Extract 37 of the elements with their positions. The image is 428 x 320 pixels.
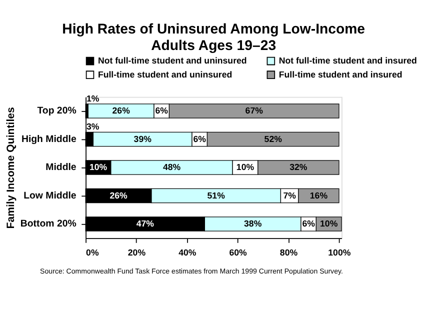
data-label: 52% xyxy=(264,134,282,144)
data-label: 10% xyxy=(236,162,254,172)
data-label: 6% xyxy=(193,134,206,144)
data-label: 38% xyxy=(244,218,262,229)
data-label: 6% xyxy=(302,218,316,229)
x-tick-label: 100% xyxy=(328,247,351,258)
y-tick-label: High Middle xyxy=(21,134,77,145)
data-label: 48% xyxy=(162,162,181,172)
data-label: 1% xyxy=(86,93,100,104)
data-label: 39% xyxy=(134,134,152,144)
x-tick-label: 20% xyxy=(128,247,146,258)
legend-label: Not full-time student and insured xyxy=(278,56,417,66)
data-label: 16% xyxy=(310,190,328,200)
data-label: 67% xyxy=(245,106,264,116)
data-label: 47% xyxy=(136,218,154,229)
legend-label: Full-time student and insured xyxy=(278,69,402,80)
data-label: 26% xyxy=(112,106,130,116)
y-axis-title: Family Income Quintiles xyxy=(5,106,18,229)
legend-label: Not full-time student and uninsured xyxy=(98,56,247,66)
data-label: 3% xyxy=(86,122,100,132)
x-tick-label: 40% xyxy=(178,247,196,258)
data-label: 6% xyxy=(155,106,168,116)
x-tick-label: 60% xyxy=(229,247,248,258)
data-label: 10% xyxy=(320,218,338,229)
data-label: 26% xyxy=(110,190,128,200)
y-tick-label: Middle xyxy=(46,162,77,174)
x-tick-label: 0% xyxy=(86,247,99,258)
y-tick-label: Low Middle xyxy=(24,190,77,202)
x-tick-label: 80% xyxy=(280,247,298,258)
data-label: 32% xyxy=(290,162,308,172)
y-tick-label: Bottom 20% xyxy=(20,218,77,230)
chart-title: High Rates of Uninsured Among Low-Income Adults Ages 19–23 xyxy=(62,20,366,54)
data-label: 7% xyxy=(283,190,296,200)
y-tick-label: Top 20% xyxy=(37,106,77,117)
data-label: 51% xyxy=(207,190,226,200)
data-label: 10% xyxy=(89,162,108,172)
legend-label: Full-time student and uninsured xyxy=(98,69,232,80)
